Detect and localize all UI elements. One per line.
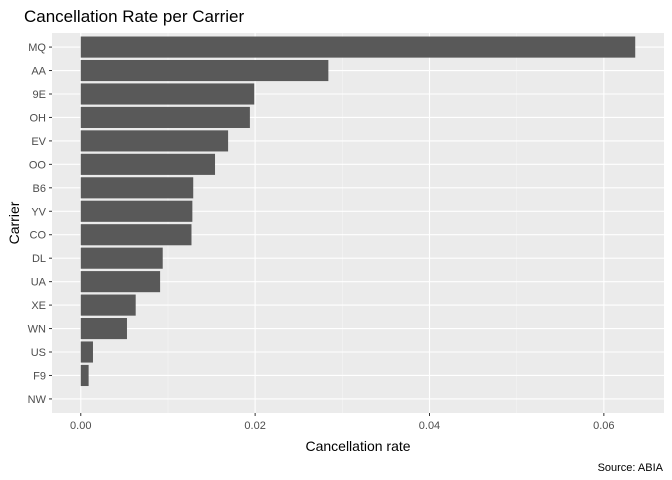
y-tick-label: OO [29,159,47,171]
y-axis-ticks: MQ AA 9E OH EV OO B6 YV CO DL UA XE WN US F9 NW [28,42,52,406]
y-tick-label: US [31,347,46,359]
bar-mq [80,36,636,58]
bar-dl [80,247,163,269]
x-axis-title: Cancellation rate [305,438,410,454]
x-axis-ticks: 0.00 0.02 0.04 0.06 [70,413,615,432]
bar-yv [80,200,193,222]
bar-f9 [80,364,89,387]
x-tick-label: 0.04 [419,420,440,432]
y-tick-label: EV [31,136,46,148]
bar-aa [80,59,329,82]
bar-co [80,224,192,246]
x-tick-label: 0.02 [244,420,265,432]
bar-ev [80,130,229,152]
bar-oo [80,153,216,175]
y-tick-label: OH [30,112,47,124]
bar-wn [80,318,127,340]
y-tick-label: WN [28,324,46,336]
y-tick-label: NW [28,394,47,406]
y-tick-label: CO [30,230,47,242]
y-axis-title: Carrier [6,201,22,244]
bars [80,36,636,387]
bar-b6 [80,177,194,199]
y-tick-label: 9E [33,89,46,101]
y-tick-label: XE [31,300,46,312]
chart-title: Cancellation Rate per Carrier [24,7,244,26]
y-tick-label: UA [31,277,47,289]
x-tick-label: 0.00 [70,420,91,432]
x-tick-label: 0.06 [593,420,614,432]
y-tick-label: DL [32,253,46,265]
bar-us [80,341,93,363]
y-tick-label: AA [31,66,46,78]
y-tick-label: MQ [28,42,46,54]
y-tick-label: YV [31,206,46,218]
chart-caption: Source: ABIA [598,462,664,474]
bar-oh [80,106,250,128]
bar-9e [80,83,255,105]
bar-xe [80,294,136,316]
y-tick-label: F9 [33,370,46,382]
bar-ua [80,271,161,293]
y-tick-label: B6 [33,183,46,195]
